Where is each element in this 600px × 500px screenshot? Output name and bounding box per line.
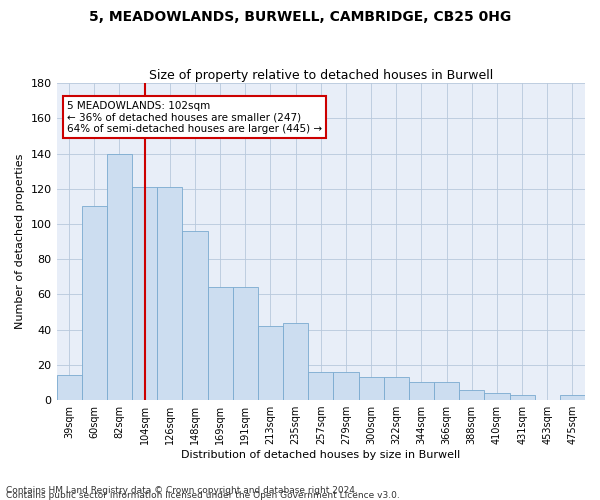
Bar xyxy=(434,382,459,400)
Bar xyxy=(56,376,82,400)
Bar xyxy=(157,187,182,400)
Bar xyxy=(258,326,283,400)
Bar xyxy=(409,382,434,400)
Bar xyxy=(308,372,334,400)
Y-axis label: Number of detached properties: Number of detached properties xyxy=(15,154,25,330)
Bar xyxy=(107,154,132,400)
Bar xyxy=(283,322,308,400)
Text: Contains public sector information licensed under the Open Government Licence v3: Contains public sector information licen… xyxy=(6,491,400,500)
Bar xyxy=(132,187,157,400)
Bar xyxy=(484,393,509,400)
Bar xyxy=(208,288,233,400)
Title: Size of property relative to detached houses in Burwell: Size of property relative to detached ho… xyxy=(149,69,493,82)
Bar xyxy=(359,377,383,400)
Bar xyxy=(334,372,359,400)
Text: 5, MEADOWLANDS, BURWELL, CAMBRIDGE, CB25 0HG: 5, MEADOWLANDS, BURWELL, CAMBRIDGE, CB25… xyxy=(89,10,511,24)
Bar xyxy=(459,390,484,400)
Bar xyxy=(182,231,208,400)
Text: Contains HM Land Registry data © Crown copyright and database right 2024.: Contains HM Land Registry data © Crown c… xyxy=(6,486,358,495)
Bar xyxy=(509,395,535,400)
Bar xyxy=(560,395,585,400)
Text: 5 MEADOWLANDS: 102sqm
← 36% of detached houses are smaller (247)
64% of semi-det: 5 MEADOWLANDS: 102sqm ← 36% of detached … xyxy=(67,100,322,134)
Bar xyxy=(383,377,409,400)
Bar xyxy=(233,288,258,400)
X-axis label: Distribution of detached houses by size in Burwell: Distribution of detached houses by size … xyxy=(181,450,460,460)
Bar xyxy=(82,206,107,400)
